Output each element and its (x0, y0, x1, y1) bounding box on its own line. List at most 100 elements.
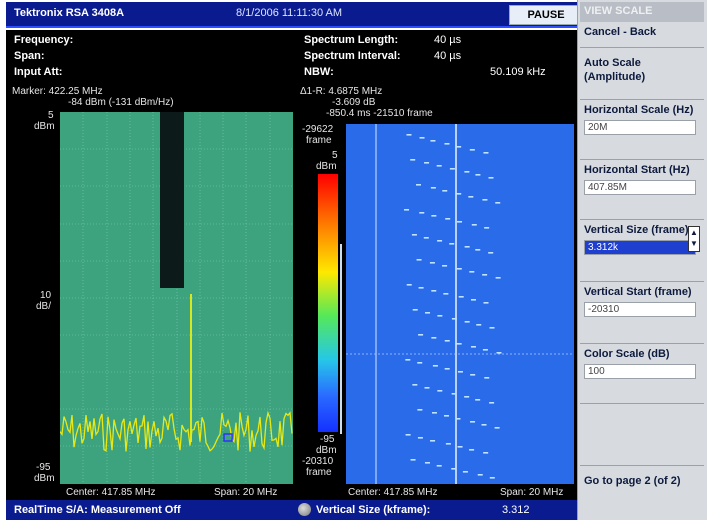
spectrogram-dot-58 (444, 340, 450, 342)
spectrogram-dot-31 (449, 243, 455, 245)
spectrogram-dot-59 (456, 343, 462, 345)
spectrogram-dot-3 (444, 143, 450, 145)
vertical-size-label: Vertical Size (frame) (584, 224, 689, 236)
spectrogram-dot-86 (430, 440, 436, 442)
go-to-page-button[interactable]: Go to page 2 (of 2) (580, 466, 704, 518)
spectrogram-dot-19 (482, 199, 488, 201)
spectrogram-dot-13 (488, 177, 494, 179)
spectrogram-background (346, 124, 574, 484)
spectrogram-dot-2 (430, 140, 436, 142)
spectrogram-dot-66 (444, 368, 450, 370)
spectrogram-dot-47 (470, 299, 476, 301)
spectrogram-dot-0 (406, 134, 412, 136)
vertical-size-input[interactable] (584, 240, 696, 255)
vertical-start-input[interactable] (584, 302, 696, 317)
spin-down-icon[interactable]: ▼ (690, 239, 698, 248)
spectrogram-plot[interactable] (346, 124, 574, 484)
horizontal-scale-input[interactable] (584, 120, 696, 135)
view-scale-menu: VIEW SCALE Cancel - Back Auto Scale (Amp… (577, 0, 707, 520)
spectrogram-dot-6 (483, 152, 489, 154)
marker-amplitude: -84 dBm (-131 dBm/Hz) (68, 97, 174, 108)
horizontal-scale-label: Horizontal Scale (Hz) (584, 104, 694, 116)
spectrogram-dot-23 (431, 215, 437, 217)
marker-band (160, 112, 184, 288)
spectrogram-dot-26 (471, 224, 477, 226)
spectrogram-dot-33 (475, 249, 481, 251)
bottom-level-unit: dBm (34, 473, 55, 484)
spectrogram-dot-77 (417, 409, 423, 411)
spectrogram-dot-11 (464, 171, 470, 173)
marker-box[interactable] (223, 433, 233, 442)
spectrogram-dot-52 (451, 318, 457, 320)
title-bar: Tektronix RSA 3408A 8/1/2006 11:11:30 AM… (6, 2, 583, 28)
menu-empty-slot (580, 404, 704, 466)
spectrogram-dot-18 (468, 196, 474, 198)
spectrogram-dot-57 (431, 337, 437, 339)
spectrogram-dot-64 (417, 362, 423, 364)
spectrogram-center-label: Center: 417.85 MHz (348, 487, 438, 498)
spectrogram-dot-73 (451, 393, 457, 395)
horizontal-start-input[interactable] (584, 180, 696, 195)
spectrogram-dot-94 (451, 468, 457, 470)
auto-scale-button[interactable]: Auto Scale (Amplitude) (580, 48, 704, 100)
spectrum-center-label: Center: 417.85 MHz (66, 487, 156, 498)
spectrogram-dot-62 (496, 352, 502, 354)
spectrogram-dot-87 (445, 443, 451, 445)
vertical-size-item[interactable]: Vertical Size (frame) ▲ ▼ (580, 220, 704, 282)
spectrogram-dot-80 (455, 418, 461, 420)
color-scale-marker (340, 244, 342, 434)
spectrogram-dot-25 (457, 221, 463, 223)
pause-button[interactable]: PAUSE (509, 5, 583, 25)
spectrogram-dot-68 (470, 374, 476, 376)
spectrogram-dot-55 (489, 327, 495, 329)
delta-marker-amp: -3.609 dB (332, 97, 376, 108)
span-label: Span: (14, 50, 45, 62)
top-level-unit: dBm (34, 121, 55, 132)
bottom-frame-unit: frame (306, 467, 332, 478)
spectrum-display[interactable]: Marker: 422.25 MHz -84 dBm (-131 dBm/Hz)… (6, 84, 296, 500)
spectrogram-dot-45 (443, 293, 449, 295)
auto-scale-label: Auto Scale (Amplitude) (584, 57, 646, 83)
color-scale-bar (318, 174, 338, 432)
horizontal-scale-item[interactable]: Horizontal Scale (Hz) (580, 100, 704, 160)
vertical-start-item[interactable]: Vertical Start (frame) (580, 282, 704, 344)
spectrogram-display[interactable]: Δ1-R: 4.6875 MHz -3.609 dB -850.4 ms -21… (296, 84, 577, 500)
vertical-size-spinner[interactable]: ▲ ▼ (688, 226, 700, 252)
top-frame-unit: frame (306, 135, 332, 146)
spectrogram-dot-97 (489, 477, 495, 479)
spectrogram-dot-30 (437, 240, 443, 242)
spectrogram-dot-41 (495, 277, 501, 279)
marker-readout: Marker: 422.25 MHz (12, 86, 103, 97)
spectrum-plot[interactable] (60, 112, 293, 484)
spin-up-icon[interactable]: ▲ (690, 228, 698, 237)
colorbar-top-value: 5 (332, 150, 338, 161)
spectrogram-dot-91 (410, 459, 416, 461)
spectrogram-dot-81 (470, 421, 476, 423)
spectrogram-dot-84 (405, 434, 411, 436)
spectrogram-dot-56 (418, 334, 424, 336)
spectrogram-dot-16 (442, 190, 448, 192)
spectrogram-dot-78 (431, 412, 437, 414)
spectrogram-dot-69 (484, 377, 490, 379)
spectrogram-dot-88 (457, 446, 463, 448)
knob-value: 3.312 (502, 504, 530, 516)
knob-label: Vertical Size (kframe): (316, 504, 431, 516)
color-scale-item[interactable]: Color Scale (dB) (580, 344, 704, 404)
horizontal-start-item[interactable]: Horizontal Start (Hz) (580, 160, 704, 220)
spectrogram-dot-10 (449, 168, 455, 170)
spectrum-length-label: Spectrum Length: (304, 34, 399, 46)
spectrogram-dot-1 (419, 137, 425, 139)
spectrogram-dot-48 (483, 302, 489, 304)
color-scale-input[interactable] (584, 364, 696, 379)
cancel-back-button[interactable]: Cancel - Back (580, 22, 704, 48)
spectrogram-dot-12 (475, 174, 481, 176)
vertical-scale-value: 10 (40, 290, 52, 301)
spectrogram-dot-22 (419, 212, 425, 214)
color-scale-label: Color Scale (dB) (584, 348, 670, 360)
spectrogram-dot-43 (418, 287, 424, 289)
spectrogram-dot-37 (442, 265, 448, 267)
spectrogram-dot-20 (495, 202, 501, 204)
settings-readout: Frequency: Span: Input Att: Spectrum Len… (6, 30, 577, 84)
spectrogram-dot-14 (416, 184, 422, 186)
spectrogram-dot-83 (494, 427, 500, 429)
